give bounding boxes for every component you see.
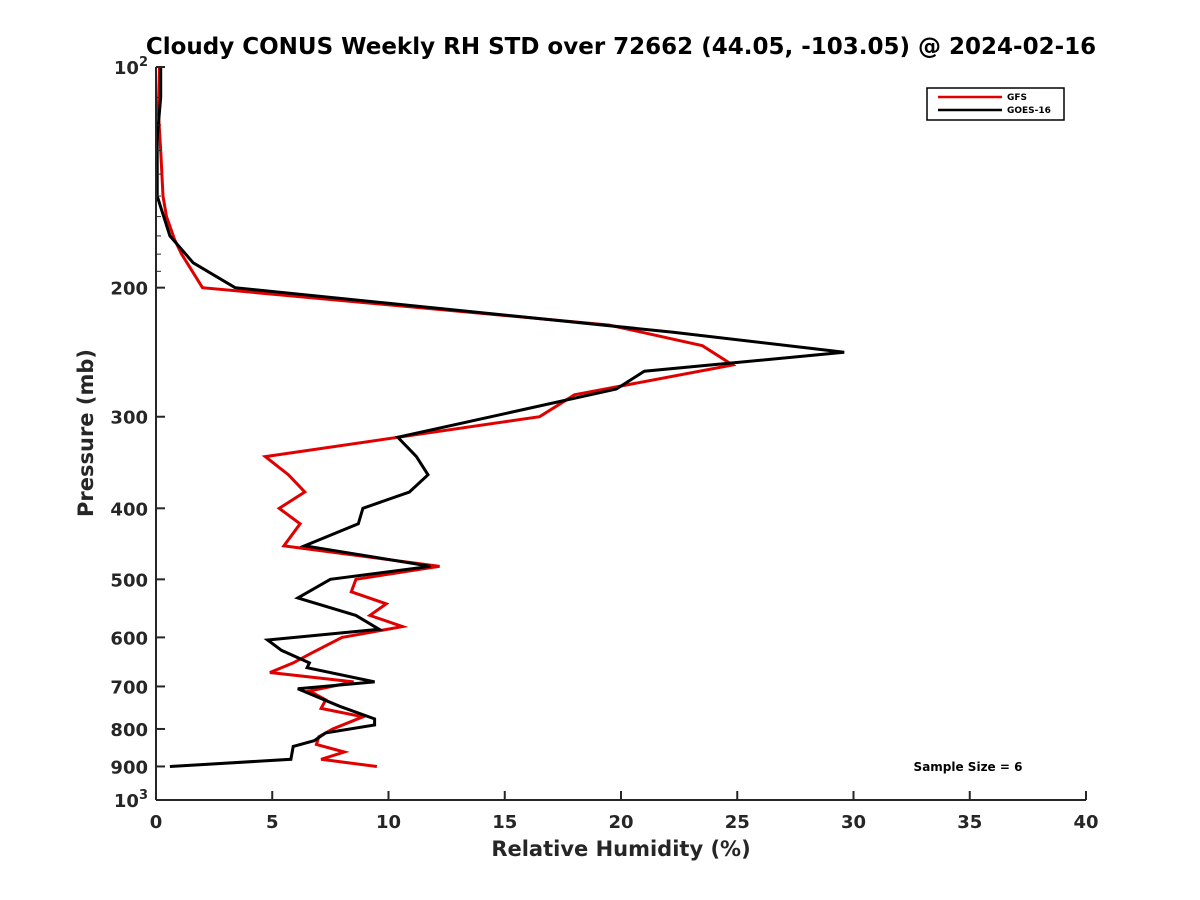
y-tick-label: 700 — [110, 677, 148, 698]
x-tick-label: 35 — [957, 812, 982, 833]
y-tick-label: 600 — [110, 628, 148, 649]
y-tick-label: 500 — [110, 570, 148, 591]
x-tick-label: 20 — [608, 812, 633, 833]
series-line-gfs — [156, 66, 737, 768]
y-tick-label: 102 — [114, 55, 148, 79]
y-tick-label: 900 — [110, 757, 148, 778]
x-tick-label: 25 — [725, 812, 750, 833]
axes-layer: 0 5 10 15 20 25 30 35 40 102 200 300 400 500 600 700 800… — [110, 55, 1098, 833]
chart-title: Cloudy CONUS Weekly RH STD over 72662 (4… — [146, 34, 1096, 60]
y-tick-label: 800 — [110, 720, 148, 741]
y-axis-label: Pressure (mb) — [74, 349, 98, 517]
x-tick-label: 30 — [841, 812, 866, 833]
series-layer — [155, 66, 845, 768]
x-tick-label: 5 — [266, 812, 279, 833]
x-tick-label: 0 — [150, 812, 163, 833]
series-line-goes-16 — [155, 67, 845, 768]
y-tick-label: 103 — [114, 788, 148, 812]
x-tick-label: 40 — [1073, 812, 1098, 833]
y-tick-label: 200 — [110, 279, 148, 300]
legend-label: GOES-16 — [1007, 106, 1051, 116]
legend-box — [926, 87, 1065, 121]
y-tick-label: 400 — [110, 499, 148, 520]
sample-size-note: Sample Size = 6 — [914, 760, 1023, 774]
x-axis-label: Relative Humidity (%) — [491, 837, 750, 861]
legend-label: GFS — [1007, 93, 1027, 103]
x-tick-label: 10 — [376, 812, 401, 833]
legend: GFS GOES-16 — [926, 87, 1065, 121]
x-tick-label: 15 — [492, 812, 517, 833]
y-tick-label: 300 — [110, 408, 148, 429]
